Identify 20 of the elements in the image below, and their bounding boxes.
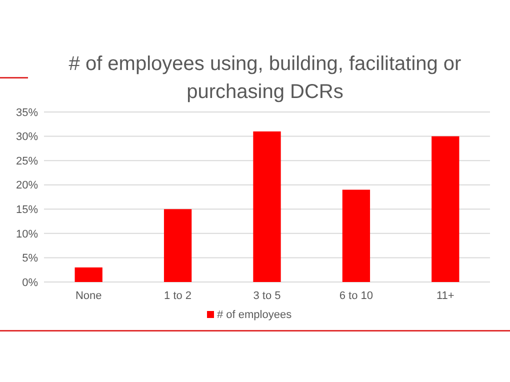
y-tick-label: 15% <box>16 204 38 216</box>
x-tick-label: 3 to 5 <box>253 290 281 302</box>
bar <box>164 209 192 282</box>
x-tick-label: 11+ <box>436 290 454 302</box>
x-tick-label: 6 to 10 <box>339 290 374 302</box>
bar <box>253 131 281 282</box>
bar <box>432 136 460 282</box>
y-tick-label: 20% <box>16 180 38 192</box>
y-tick-label: 10% <box>16 228 38 240</box>
y-tick-label: 5% <box>22 252 38 265</box>
y-tick-label: 25% <box>16 155 38 168</box>
bar <box>74 267 102 282</box>
x-tick-label: 1 to 2 <box>164 290 192 302</box>
y-tick-label: 30% <box>16 131 38 144</box>
y-tick-label: 0% <box>22 276 38 289</box>
x-tick-label: None <box>75 290 102 302</box>
bar <box>342 190 370 282</box>
legend-label: # of employees <box>217 309 292 321</box>
chart-title: # of employees using, building, facilitating or purchasing DCRs <box>68 53 462 103</box>
y-tick-label: 35% <box>16 106 38 119</box>
